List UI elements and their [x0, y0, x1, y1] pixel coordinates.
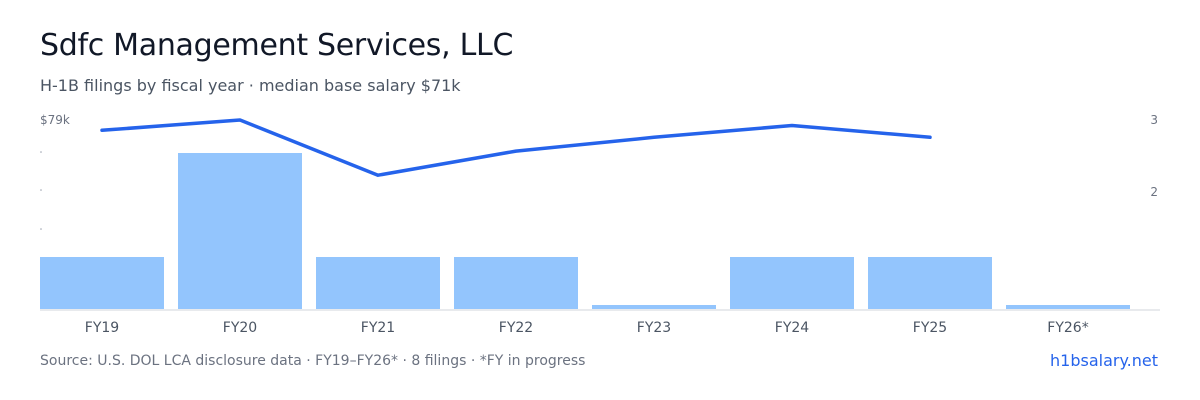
- bar-fy20: [178, 153, 302, 309]
- bar-fy19: [40, 257, 164, 309]
- left-axis-minor-tick: [40, 228, 42, 230]
- right-axis-tick-2: 2: [1150, 185, 1158, 199]
- bar-fy24: [730, 257, 854, 309]
- x-tick-label: FY25: [913, 320, 947, 336]
- bar-fy22: [454, 257, 578, 309]
- left-axis-minor-tick: [40, 151, 42, 153]
- x-tick-label: FY20: [223, 320, 257, 336]
- bar-fy25: [868, 257, 992, 309]
- x-tick-label: FY26*: [1047, 320, 1088, 336]
- left-axis-tick-label: $79k: [40, 113, 70, 127]
- brand-link[interactable]: h1bsalary.net: [1050, 351, 1158, 370]
- page-title: Sdfc Management Services, LLC: [40, 28, 514, 63]
- bar-fy21: [316, 257, 440, 309]
- bar-fy23: [592, 305, 716, 309]
- x-tick-label: FY21: [361, 320, 395, 336]
- page-subtitle: H-1B filings by fiscal year · median bas…: [40, 76, 461, 95]
- x-tick-label: FY23: [637, 320, 671, 336]
- bar-fy26: [1006, 305, 1130, 309]
- right-axis-tick-3: 3: [1150, 113, 1158, 127]
- source-note: Source: U.S. DOL LCA disclosure data · F…: [40, 353, 586, 369]
- x-axis-labels: FY19 FY20 FY21 FY22 FY23 FY24 FY25 FY26*: [85, 320, 1089, 336]
- left-axis-minor-ticks: [40, 151, 42, 230]
- bars-layer: [40, 153, 1130, 309]
- left-axis-minor-tick: [40, 189, 42, 191]
- x-tick-label: FY24: [775, 320, 810, 336]
- x-tick-label: FY22: [499, 320, 533, 336]
- median-salary-line: [100, 118, 932, 177]
- x-tick-label: FY19: [85, 320, 119, 336]
